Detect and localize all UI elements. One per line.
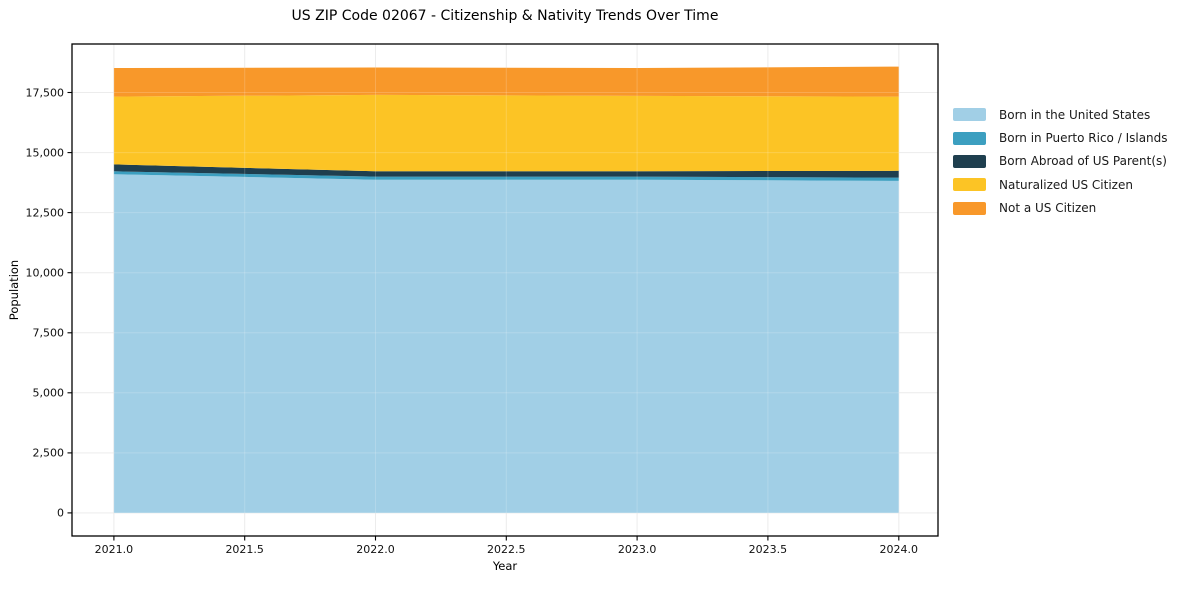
y-tick-label: 12,500 xyxy=(26,206,65,219)
y-axis-label: Population xyxy=(7,259,21,321)
legend-swatch-born-in-the-united-states xyxy=(953,108,986,122)
y-tick-label: 0 xyxy=(57,507,64,520)
area-born-in-puerto-rico-islands xyxy=(113,171,899,181)
x-tick-label: 2022.0 xyxy=(356,543,395,556)
legend-label: Born in the United States xyxy=(999,107,1151,122)
y-tick-label: 5,000 xyxy=(33,387,65,400)
legend-swatch-born-abroad-of-us-parent-s xyxy=(953,154,986,168)
y-tick-label: 17,500 xyxy=(26,86,65,99)
legend-swatch-not-a-us-citizen xyxy=(953,201,986,215)
y-tick-label: 7,500 xyxy=(33,327,65,340)
legend-swatch-born-in-puerto-rico-islands xyxy=(953,131,986,145)
x-tick-label: 2021.5 xyxy=(225,543,264,556)
legend-item: Naturalized US Citizen xyxy=(953,173,1168,196)
x-tick-label: 2023.0 xyxy=(618,543,657,556)
legend: Born in the United States Born in Puerto … xyxy=(953,103,1168,220)
x-tick-label: 2021.0 xyxy=(95,543,134,556)
legend-label: Born Abroad of US Parent(s) xyxy=(999,154,1167,169)
area-born-abroad-of-us-parent-s xyxy=(113,164,899,178)
legend-item: Not a US Citizen xyxy=(953,197,1168,220)
legend-label: Not a US Citizen xyxy=(999,201,1097,216)
x-tick-label: 2022.5 xyxy=(487,543,526,556)
x-tick-label: 2024.0 xyxy=(880,543,919,556)
y-tick-label: 2,500 xyxy=(33,447,65,460)
legend-item: Born Abroad of US Parent(s) xyxy=(953,150,1168,173)
chart-title: US ZIP Code 02067 - Citizenship & Nativi… xyxy=(291,8,719,24)
area-naturalized-us-citizen xyxy=(113,94,899,172)
area-not-a-us-citizen xyxy=(113,66,899,97)
area-born-in-the-united-states xyxy=(113,174,899,513)
x-tick-label: 2023.5 xyxy=(749,543,788,556)
legend-item: Born in the United States xyxy=(953,103,1168,126)
y-tick-label: 10,000 xyxy=(26,267,65,280)
y-tick-label: 15,000 xyxy=(26,146,65,159)
legend-swatch-naturalized-us-citizen xyxy=(953,178,986,192)
legend-label: Naturalized US Citizen xyxy=(999,177,1133,192)
legend-label: Born in Puerto Rico / Islands xyxy=(999,131,1168,146)
plot-frame xyxy=(71,43,939,537)
x-axis-label: Year xyxy=(492,559,518,573)
legend-item: Born in Puerto Rico / Islands xyxy=(953,126,1168,149)
